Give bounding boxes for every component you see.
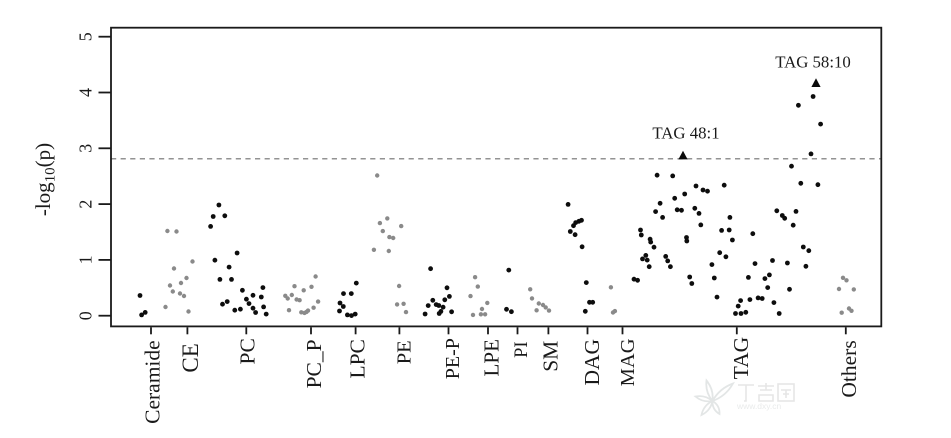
svg-text:Ceramide: Ceramide [141, 340, 165, 424]
svg-text:www.dxy.cn: www.dxy.cn [736, 401, 782, 411]
svg-text:DAG: DAG [580, 339, 604, 386]
svg-text:0: 0 [76, 311, 96, 320]
svg-text:LPE: LPE [480, 339, 504, 376]
svg-text:5: 5 [76, 32, 96, 41]
svg-text:Others: Others [837, 340, 861, 397]
svg-text:TAG: TAG [729, 337, 753, 379]
svg-text:1: 1 [76, 255, 96, 264]
svg-text:TAG 48:1: TAG 48:1 [652, 124, 719, 143]
svg-text:PC_P: PC_P [302, 339, 326, 388]
svg-text:3: 3 [76, 144, 96, 153]
svg-text:LPC: LPC [346, 339, 370, 378]
svg-text:SM: SM [539, 341, 563, 372]
svg-text:PE-P: PE-P [442, 338, 464, 379]
svg-text:MAG: MAG [617, 338, 639, 386]
svg-text:4: 4 [76, 88, 96, 97]
svg-text:2: 2 [76, 200, 96, 209]
svg-text:TAG 58:10: TAG 58:10 [775, 53, 851, 72]
svg-text:PI: PI [512, 341, 532, 357]
svg-text:PC: PC [236, 338, 260, 364]
svg-text:CE: CE [178, 343, 203, 372]
svg-text:PE: PE [394, 340, 416, 364]
